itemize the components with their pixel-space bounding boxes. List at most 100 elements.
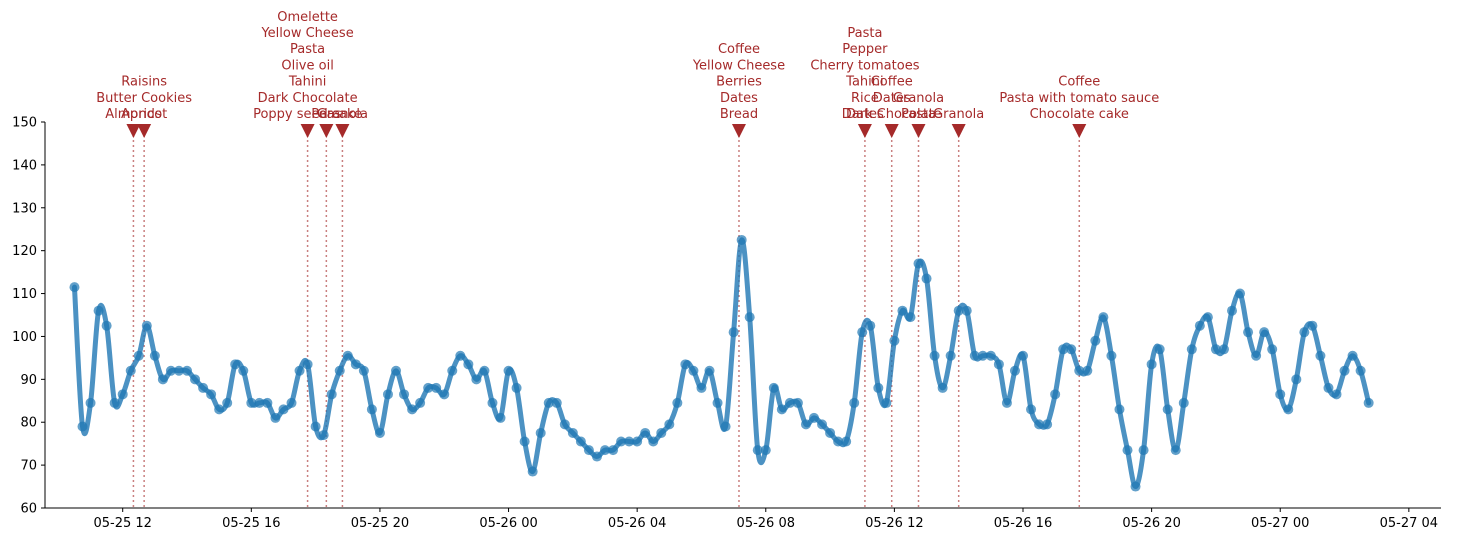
glucose-point (608, 445, 619, 456)
glucose-point (784, 397, 795, 408)
glucose-point (1315, 350, 1326, 361)
glucose-point (1034, 419, 1045, 430)
y-tick-label: 140 (12, 158, 37, 173)
glucose-point (913, 258, 924, 269)
x-tick-label: 05-26 08 (737, 516, 795, 531)
meal-marker (857, 124, 872, 138)
meal-label: Dates (846, 107, 884, 122)
glucose-point (350, 359, 361, 370)
glucose-point (600, 445, 611, 456)
glucose-point (133, 350, 144, 361)
glucose-point (672, 397, 683, 408)
glucose-point (1227, 305, 1238, 316)
glucose-point (366, 404, 377, 415)
x-tick-label: 05-25 20 (351, 516, 409, 531)
glucose-point (326, 389, 337, 400)
glucose-point (294, 365, 305, 376)
glucose-point (85, 397, 96, 408)
glucose-point (768, 382, 779, 393)
glucose-point (1138, 445, 1149, 456)
x-tick-label: 05-27 00 (1251, 516, 1309, 531)
glucose-point (423, 382, 434, 393)
meal-label: Berries (716, 75, 762, 90)
glucose-point (809, 412, 820, 423)
glucose-point (535, 427, 546, 438)
glucose-point (1178, 397, 1189, 408)
glucose-point (503, 365, 514, 376)
glucose-point (1186, 344, 1197, 355)
meal-label: Chocolate cake (1030, 107, 1129, 122)
glucose-point (680, 359, 691, 370)
glucose-point (117, 389, 128, 400)
glucose-point (559, 419, 570, 430)
glucose-point (495, 412, 506, 423)
glucose-point (551, 397, 562, 408)
glucose-point (270, 412, 281, 423)
glucose-point (310, 421, 321, 432)
glucose-point (744, 312, 755, 323)
meal-marker (951, 124, 966, 138)
glucose-point (69, 282, 80, 293)
meal-label: Raisins (121, 75, 167, 90)
glucose-point (374, 427, 385, 438)
glucose-point (342, 350, 353, 361)
meal-label: Poppy seed cake (253, 107, 362, 122)
meal-label: Granola (893, 91, 944, 106)
glucose-point (720, 421, 731, 432)
glucose-point (752, 445, 763, 456)
meal-label: Tahini (288, 75, 326, 90)
glucose-point (511, 382, 522, 393)
glucose-point (905, 312, 916, 323)
glucose-point (463, 359, 474, 370)
glucose-point (77, 421, 88, 432)
glucose-point (583, 445, 594, 456)
glucose-point (1243, 327, 1254, 338)
glucose-point (648, 436, 659, 447)
x-tick-label: 05-26 04 (608, 516, 666, 531)
glucose-point (664, 419, 675, 430)
glucose-point (800, 419, 811, 430)
glucose-point (624, 436, 635, 447)
glucose-point (407, 404, 418, 415)
glucose-point (1323, 382, 1334, 393)
glucose-point (318, 430, 329, 441)
y-tick-label: 90 (20, 373, 37, 388)
glucose-point (415, 397, 426, 408)
glucose-point (945, 350, 956, 361)
glucose-point (1299, 327, 1310, 338)
glucose-point (1162, 404, 1173, 415)
glucose-point (206, 389, 217, 400)
x-ticks: 05-25 12 05-25 16 05-25 20 05-26 00 05-26 04… (93, 508, 1438, 531)
meal-label: Pasta (847, 26, 882, 41)
meal-label: Bread (720, 107, 758, 122)
meal-label: Coffee (718, 42, 760, 57)
glucose-point (1202, 312, 1213, 323)
glucose-point (222, 397, 233, 408)
glucose-point (889, 335, 900, 346)
glucose-point (1026, 404, 1037, 415)
glucose-point (382, 389, 393, 400)
glucose-point (1347, 350, 1358, 361)
meal-marker (126, 124, 141, 138)
glucose-point (1114, 404, 1125, 415)
glucose-point (575, 436, 586, 447)
glucose-point (519, 436, 530, 447)
meal-marker (911, 124, 926, 138)
meal-marker (319, 124, 334, 138)
glucose-point (447, 365, 458, 376)
glucose-point (1267, 344, 1278, 355)
axes (44, 122, 1441, 509)
meal-marker (884, 124, 899, 138)
glucose-point (1122, 445, 1133, 456)
glucose-point (1018, 350, 1029, 361)
glucose-point (391, 365, 402, 376)
glucose-point (776, 404, 787, 415)
y-ticks: 60 70 80 90 100 110 120 130 140 150 (12, 116, 45, 517)
glucose-point (109, 397, 120, 408)
glucose-point (921, 273, 932, 284)
meal-label: Granola (317, 107, 368, 122)
glucose-point (616, 436, 627, 447)
glucose-point (977, 350, 988, 361)
glucose-point (849, 397, 860, 408)
meal-label: Peas (311, 107, 341, 122)
